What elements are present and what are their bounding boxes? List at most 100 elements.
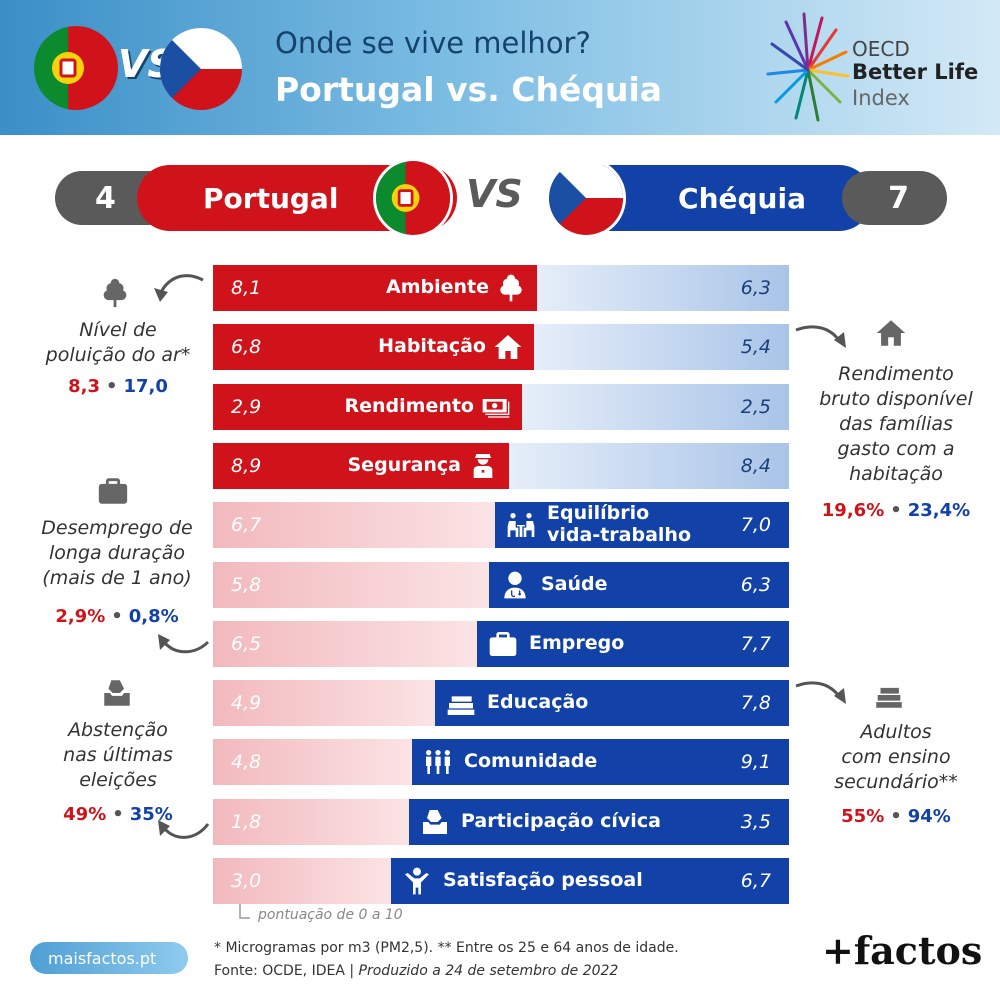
note-line: Abstenção: [68, 719, 168, 741]
abstention-label: Abstenção nas últimas eleições: [20, 718, 216, 793]
scale-bracket-icon: [239, 904, 250, 919]
note-line: Nível de: [79, 319, 157, 341]
separator-dot: •: [105, 376, 118, 397]
site-link[interactable]: maisfactos.pt: [30, 942, 188, 974]
portugal-value-label: 8,9: [231, 454, 262, 477]
czech-flag-icon: [160, 28, 242, 110]
books-icon: [445, 687, 477, 719]
portugal-name: Portugal: [203, 181, 339, 215]
portugal-bar: [213, 502, 495, 549]
czech-value: 23,4%: [907, 500, 971, 521]
secondary-education-values: 55% • 94%: [796, 806, 996, 827]
czech-score-badge: 7: [842, 171, 947, 225]
czech-value-label: 7,8: [740, 692, 771, 715]
portugal-value-label: 2,9: [231, 395, 262, 418]
note-line: habitação: [849, 463, 943, 485]
portugal-bar: [213, 265, 537, 311]
bar-row: 2,9 2,5 Rendimento: [213, 383, 789, 430]
briefcase-icon: [96, 474, 130, 508]
czech-bar: [522, 383, 789, 430]
oecd-label: OECD: [852, 37, 910, 61]
note-line: com ensino: [841, 746, 951, 768]
czech-bar: [537, 265, 789, 311]
long-term-unemployment-label: Desemprego de longa duração (mais de 1 a…: [14, 516, 220, 591]
note-line: nas últimas: [63, 744, 173, 766]
czech-bar: [509, 442, 789, 489]
note-line: gasto com a: [837, 438, 955, 460]
czech-bar: [495, 502, 789, 549]
portugal-value-label: 4,9: [231, 692, 262, 715]
portugal-bar: [213, 442, 509, 489]
czech-bar: [412, 739, 789, 786]
note-line: das famílias: [839, 413, 953, 435]
czech-bar: [391, 858, 789, 904]
bar-row: 4,9 7,8 Educação: [213, 680, 789, 727]
separator-dot: •: [890, 500, 902, 521]
work-life-icon: [505, 509, 537, 541]
category-label-line: Equilíbrio: [547, 502, 650, 525]
arrow-icon: [158, 634, 210, 654]
portugal-bar: [213, 798, 409, 845]
czech-value-label: 3,5: [740, 810, 771, 833]
separator-dot: •: [112, 804, 124, 825]
abstention-values: 49% • 35%: [20, 804, 216, 825]
house-icon: [492, 331, 524, 363]
people-icon: [422, 746, 454, 778]
scale-note: pontuação de 0 a 10: [258, 907, 403, 923]
czech-bar: [409, 798, 789, 845]
police-icon: [467, 450, 499, 482]
housing-cost-values: 19,6% • 23,4%: [796, 500, 996, 521]
czech-name: Chéquia: [678, 181, 806, 215]
bar-row: 6,8 5,4 Habitação: [213, 324, 789, 371]
portugal-bar: [213, 324, 534, 371]
separator-dot: •: [111, 606, 123, 627]
czech-value-label: 6,3: [740, 573, 771, 596]
category-label: Emprego: [529, 631, 625, 654]
produced-date: Produzido a 24 de setembro de 2022: [358, 963, 619, 979]
czech-bar: [534, 324, 789, 371]
note-line: Desemprego de: [41, 517, 193, 539]
category-label: Equilíbrio vida-trabalho: [547, 502, 691, 546]
portugal-bar: [213, 383, 522, 430]
category-label: Habitação: [378, 335, 486, 358]
portugal-value-label: 8,1: [231, 277, 262, 299]
portugal-bar: [213, 620, 477, 667]
house-icon: [874, 316, 908, 350]
czech-value: 0,8%: [128, 606, 179, 627]
portugal-value-label: 4,8: [231, 751, 262, 774]
page-title-comparison: Portugal vs. Chéquia: [275, 70, 663, 109]
header-banner: VS Onde se vive melhor? Portugal vs. Ché…: [0, 0, 1000, 135]
czech-value-label: 6,3: [740, 277, 771, 299]
czech-value: 35%: [129, 804, 173, 825]
portugal-bar: [213, 739, 412, 786]
portugal-value-label: 1,8: [231, 810, 262, 833]
czech-value-label: 2,5: [740, 395, 771, 418]
site-link-label: maisfactos.pt: [48, 948, 157, 968]
page-title-question: Onde se vive melhor?: [275, 26, 591, 60]
bar-row: 6,5 7,7 Emprego: [213, 620, 789, 667]
category-label: Ambiente: [386, 276, 489, 298]
briefcase-icon: [487, 628, 519, 660]
czech-value-label: 6,7: [740, 870, 771, 892]
arrow-icon: [795, 681, 846, 704]
note-line: poluição do ar*: [45, 344, 191, 366]
category-label: Participação cívica: [461, 809, 661, 832]
tree-icon: [495, 272, 527, 304]
category-label: Rendimento: [344, 394, 474, 417]
czech-value-label: 5,4: [740, 336, 771, 359]
czech-value: 17,0: [123, 376, 168, 397]
footnote: * Microgramas por m3 (PM2,5). ** Entre o…: [214, 940, 679, 956]
portugal-value: 2,9%: [55, 606, 106, 627]
portugal-value: 8,3: [68, 376, 100, 397]
category-label: Segurança: [347, 453, 462, 476]
portugal-value-label: 6,7: [231, 514, 262, 537]
portugal-value-label: 5,8: [231, 573, 262, 596]
portugal-value: 49%: [63, 804, 107, 825]
czech-bar: [477, 620, 789, 667]
portugal-value: 19,6%: [821, 500, 885, 521]
czech-score: 7: [888, 180, 909, 216]
better-life-label: Better Life: [852, 60, 979, 84]
portugal-bar: [213, 858, 391, 904]
czech-value: 94%: [907, 806, 951, 827]
czech-value-label: 8,4: [740, 454, 771, 477]
